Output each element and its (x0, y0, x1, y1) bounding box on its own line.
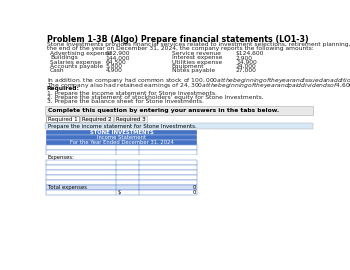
Text: Problem 1-3B (Algo) Prepare financial statements (LO1-3): Problem 1-3B (Algo) Prepare financial st… (47, 35, 309, 45)
FancyBboxPatch shape (46, 135, 197, 140)
Text: Equipment: Equipment (172, 64, 204, 69)
Text: Required:: Required: (47, 86, 80, 91)
Text: Prepare the income statement for Stone Investments.: Prepare the income statement for Stone I… (48, 124, 196, 129)
Text: $: $ (117, 190, 121, 195)
Text: Salaries expense: Salaries expense (50, 60, 101, 65)
FancyBboxPatch shape (46, 165, 197, 170)
Text: Accounts payable: Accounts payable (50, 64, 103, 69)
Text: Buildings: Buildings (50, 56, 78, 60)
FancyBboxPatch shape (46, 140, 197, 145)
FancyBboxPatch shape (80, 116, 113, 123)
FancyBboxPatch shape (46, 180, 197, 185)
Text: $32,900: $32,900 (106, 51, 130, 56)
Text: Total expenses: Total expenses (48, 185, 87, 190)
Text: Advertising expense: Advertising expense (50, 51, 111, 56)
FancyBboxPatch shape (46, 185, 197, 190)
Text: 3. Prepare the balance sheet for Stone Investments.: 3. Prepare the balance sheet for Stone I… (47, 99, 204, 104)
Text: 27,000: 27,000 (236, 68, 257, 73)
Text: 64,500: 64,500 (106, 60, 126, 65)
Text: 2. Prepare the statement of stockholders' equity for Stone Investments.: 2. Prepare the statement of stockholders… (47, 95, 264, 100)
FancyBboxPatch shape (46, 130, 197, 135)
FancyBboxPatch shape (46, 160, 197, 165)
Text: 4,900: 4,900 (106, 68, 122, 73)
FancyBboxPatch shape (114, 116, 147, 123)
Text: Income Statement: Income Statement (97, 135, 146, 140)
FancyBboxPatch shape (46, 170, 197, 175)
Text: STONE INVESTMENTS: STONE INVESTMENTS (90, 130, 154, 135)
FancyBboxPatch shape (46, 175, 197, 180)
FancyBboxPatch shape (46, 150, 197, 155)
Text: Utilities expense: Utilities expense (172, 60, 222, 65)
FancyBboxPatch shape (45, 106, 314, 115)
Text: 144,000: 144,000 (106, 56, 130, 60)
FancyBboxPatch shape (46, 155, 197, 160)
Text: $124,600: $124,600 (236, 51, 264, 56)
Text: 0: 0 (192, 185, 196, 190)
Text: Required 2: Required 2 (82, 117, 111, 122)
Text: 5,800: 5,800 (106, 64, 123, 69)
FancyBboxPatch shape (46, 116, 79, 123)
Text: Stone Investments provides financial services related to investment selections, : Stone Investments provides financial ser… (47, 42, 350, 47)
Text: Required 1: Required 1 (48, 117, 77, 122)
Text: Notes payable: Notes payable (172, 68, 215, 73)
FancyBboxPatch shape (46, 190, 197, 195)
Text: Complete this question by entering your answers in the tabs below.: Complete this question by entering your … (48, 108, 280, 113)
Text: 0: 0 (192, 190, 196, 195)
Text: Service revenue: Service revenue (172, 51, 220, 56)
FancyBboxPatch shape (45, 123, 314, 129)
Text: The company also had retained earnings of $24,300 at the beginning of the year a: The company also had retained earnings o… (47, 80, 350, 90)
Text: For the Year Ended December 31, 2024: For the Year Ended December 31, 2024 (70, 140, 174, 145)
Text: In addition, the company had common stock of $100,000 at the beginning of the ye: In addition, the company had common stoc… (47, 76, 350, 85)
Text: Interest expense: Interest expense (172, 56, 222, 60)
Text: Expenses:: Expenses: (48, 155, 75, 160)
Text: 2,900: 2,900 (236, 56, 253, 60)
Text: Cash: Cash (50, 68, 64, 73)
Text: 14,900: 14,900 (236, 60, 257, 65)
Text: Required 3: Required 3 (116, 117, 145, 122)
Text: 1. Prepare the income statement for Stone Investments.: 1. Prepare the income statement for Ston… (47, 90, 217, 96)
FancyBboxPatch shape (46, 145, 197, 150)
Text: the end of the year on December 31, 2024, the company reports the following amou: the end of the year on December 31, 2024… (47, 46, 314, 51)
Text: 24,000: 24,000 (236, 64, 257, 69)
